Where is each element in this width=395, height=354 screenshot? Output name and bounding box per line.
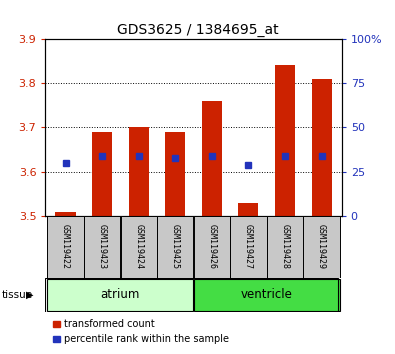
Text: atrium: atrium xyxy=(101,288,140,301)
Bar xyxy=(202,101,222,216)
Bar xyxy=(120,216,157,278)
Text: GSM119428: GSM119428 xyxy=(280,224,290,269)
Text: percentile rank within the sample: percentile rank within the sample xyxy=(64,334,229,344)
Bar xyxy=(47,216,84,278)
Bar xyxy=(84,216,120,278)
Bar xyxy=(55,212,75,216)
Text: GSM119429: GSM119429 xyxy=(317,224,326,269)
Bar xyxy=(238,203,258,216)
Bar xyxy=(92,132,112,216)
Text: transformed count: transformed count xyxy=(64,319,155,329)
Text: ▶: ▶ xyxy=(26,290,34,300)
Bar xyxy=(129,127,149,216)
Bar xyxy=(275,65,295,216)
Text: ventricle: ventricle xyxy=(241,288,293,301)
Text: GSM119422: GSM119422 xyxy=(61,224,70,269)
Text: GSM119426: GSM119426 xyxy=(207,224,216,269)
Bar xyxy=(157,216,194,278)
Bar xyxy=(165,132,185,216)
Bar xyxy=(194,216,230,278)
Bar xyxy=(267,216,303,278)
Bar xyxy=(312,79,332,216)
Text: GSM119424: GSM119424 xyxy=(134,224,143,269)
Bar xyxy=(47,279,194,311)
Bar xyxy=(230,216,267,278)
Text: GSM119427: GSM119427 xyxy=(244,224,253,269)
Bar xyxy=(194,279,340,311)
Text: GSM119423: GSM119423 xyxy=(98,224,107,269)
Text: tissue: tissue xyxy=(2,290,33,300)
Text: GSM119425: GSM119425 xyxy=(171,224,180,269)
Text: GDS3625 / 1384695_at: GDS3625 / 1384695_at xyxy=(117,23,278,37)
Bar xyxy=(303,216,340,278)
